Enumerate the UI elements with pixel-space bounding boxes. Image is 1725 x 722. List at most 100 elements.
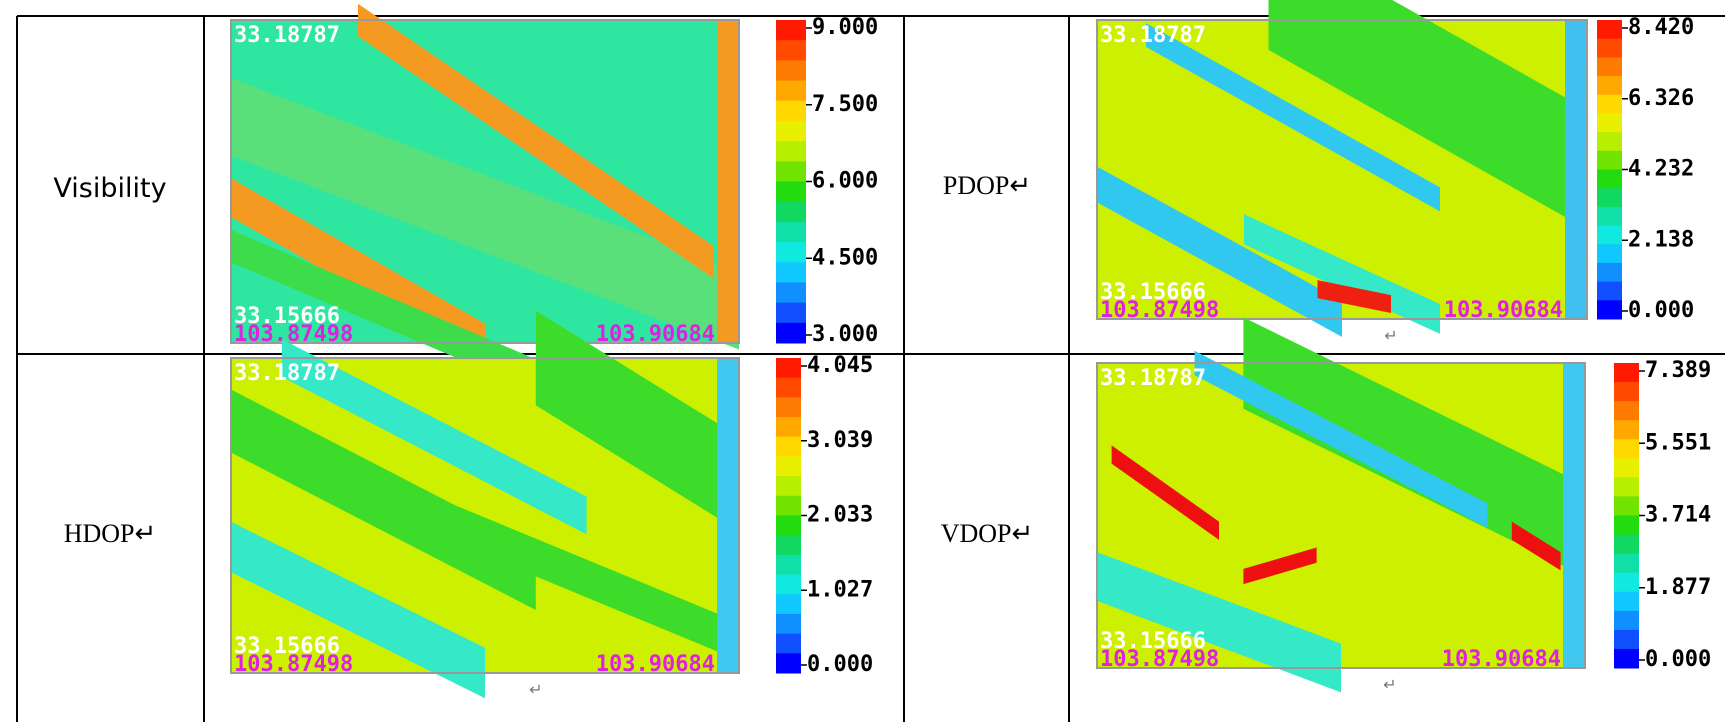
colorbar-step [1614, 591, 1639, 612]
map-region [1243, 317, 1585, 577]
colorbar-label: 1.027 [807, 577, 873, 602]
colorbar-step [776, 633, 801, 654]
right-longitude: 103.90684 [596, 322, 715, 347]
colorbar-step [776, 456, 801, 477]
row-label: PDOP↵ [943, 171, 1031, 200]
colorbar-step [1614, 401, 1639, 421]
colorbar-step [776, 262, 806, 283]
colorbar-step [1614, 553, 1639, 574]
map-frame [230, 357, 740, 674]
colorbar-step [1614, 439, 1639, 459]
colorbar-label: 8.420 [1628, 15, 1694, 40]
map-region [1194, 350, 1488, 528]
map-image [1096, 317, 1639, 693]
map-region [1243, 547, 1317, 585]
map-strip [717, 358, 739, 673]
top-latitude: 33.18787 [1100, 23, 1206, 48]
colorbar-label: 4.500 [812, 245, 878, 270]
colorbar-step [1614, 534, 1639, 555]
bottom-latitude: 33.15666 [234, 634, 340, 659]
colorbar-step [776, 181, 806, 203]
colorbar-step [776, 594, 801, 615]
colorbar-step [776, 397, 801, 418]
colorbar-step [1597, 300, 1622, 320]
colorbar-step [776, 40, 806, 61]
map-image [230, 3, 806, 392]
top-latitude: 33.18787 [234, 361, 340, 386]
colorbar-step [1614, 515, 1639, 536]
map-region [535, 310, 739, 532]
caption: ↵ [1383, 675, 1396, 694]
map-region [485, 20, 739, 182]
colorbar-step [1614, 629, 1639, 650]
colorbar-step [1597, 94, 1622, 114]
colorbar-step [776, 495, 801, 516]
map-frame [1096, 19, 1588, 320]
left-longitude: 103.87498 [234, 322, 353, 347]
colorbar-step [776, 535, 801, 556]
row-label: VDOP↵ [941, 519, 1034, 548]
map-region [1097, 552, 1341, 693]
map-image [230, 310, 801, 699]
colorbar-step [1597, 225, 1622, 245]
colorbar-step [776, 574, 801, 595]
colorbar-step [776, 20, 806, 41]
colorbar-label: 2.033 [807, 503, 873, 528]
colorbar-label: 4.232 [1628, 157, 1694, 182]
colorbar-step [776, 613, 801, 635]
colorbar-label: 0.000 [807, 652, 873, 677]
colorbar-step [776, 358, 801, 379]
colorbar-step [1597, 169, 1622, 189]
colorbar-label: 6.000 [812, 169, 878, 194]
colorbar-label: 3.039 [807, 428, 873, 453]
map-region [1317, 280, 1391, 313]
map-region [281, 339, 587, 535]
colorbar-step [776, 515, 801, 536]
caption: ↵ [529, 680, 542, 699]
colorbar-step [776, 476, 801, 497]
colorbar-step [1614, 610, 1639, 631]
colorbar-step [1597, 20, 1622, 40]
colorbar-step [1597, 113, 1622, 133]
colorbar-step [1614, 648, 1639, 669]
colorbar-label: 0.000 [1645, 647, 1711, 672]
colorbar-step [1597, 76, 1622, 96]
colorbar-label: 4.045 [807, 353, 873, 378]
colorbar-step [1614, 477, 1639, 497]
colorbar-step [1614, 458, 1639, 478]
colorbar-step [776, 377, 801, 398]
map-region [1146, 23, 1440, 212]
colorbar-step [1597, 262, 1622, 283]
colorbar-step [776, 120, 806, 142]
colorbar-step [1614, 420, 1639, 440]
colorbar-step [1614, 382, 1639, 402]
map-region [231, 521, 485, 699]
colorbar-label: 0.000 [1628, 298, 1694, 323]
colorbar-step [1597, 57, 1622, 77]
colorbar-label: 3.714 [1645, 503, 1711, 528]
map-strip [1563, 363, 1585, 668]
left-longitude: 103.87498 [1100, 647, 1219, 672]
caption: ↵ [1384, 326, 1397, 345]
colorbar-step [776, 282, 806, 304]
row-label: Visibility [53, 173, 166, 204]
colorbar-label: 3.000 [812, 322, 878, 347]
colorbar-step [776, 221, 806, 243]
colorbar-step [776, 322, 806, 344]
right-longitude: 103.90684 [1442, 647, 1561, 672]
colorbar-step [776, 201, 806, 223]
colorbar-label: 7.389 [1645, 358, 1711, 383]
map-image [1096, 0, 1622, 337]
map-region [434, 496, 739, 661]
colorbar-step [1597, 132, 1622, 152]
row-label: HDOP↵ [64, 519, 157, 548]
map-strip [717, 20, 739, 343]
map-region [231, 78, 739, 350]
colorbar-step [776, 242, 806, 263]
map-region [1111, 445, 1219, 540]
colorbar-label: 9.000 [812, 15, 878, 40]
colorbar-step [1597, 188, 1622, 208]
bottom-latitude: 33.15666 [1100, 629, 1206, 654]
